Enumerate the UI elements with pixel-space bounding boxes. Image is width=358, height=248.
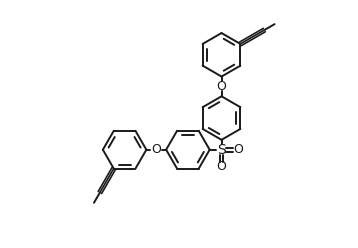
Text: O: O (217, 80, 227, 93)
Text: S: S (217, 143, 226, 157)
Text: O: O (233, 143, 243, 156)
Text: O: O (217, 160, 227, 173)
Text: O: O (151, 143, 161, 156)
